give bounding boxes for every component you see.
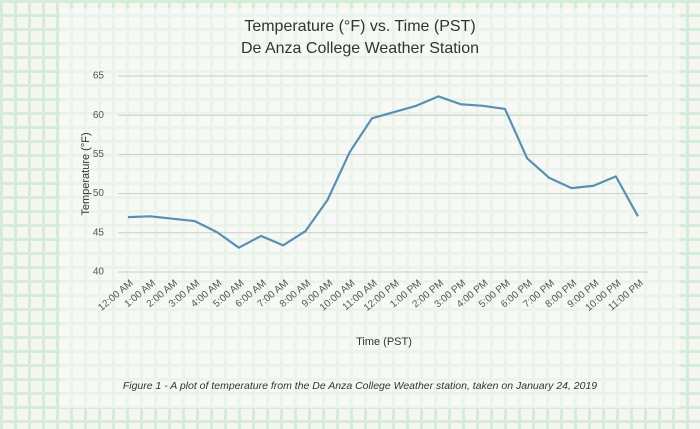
caption: Figure 1 - A plot of temperature from th… xyxy=(123,380,597,392)
y-tick-label: 45 xyxy=(93,227,105,238)
y-axis-label: Temperature (°F) xyxy=(80,132,92,215)
y-tick-label: 40 xyxy=(93,267,105,278)
y-tick-label: 55 xyxy=(93,149,105,160)
chart-title: Temperature (°F) vs. Time (PST) xyxy=(244,18,475,35)
y-tick-label: 50 xyxy=(93,188,105,199)
chart-area xyxy=(60,8,680,408)
x-axis-label: Time (PST) xyxy=(356,336,412,348)
data-line xyxy=(127,95,639,249)
y-tick-label: 65 xyxy=(93,71,105,82)
chart-subtitle: De Anza College Weather Station xyxy=(241,40,479,57)
y-tick-label: 60 xyxy=(93,110,105,121)
